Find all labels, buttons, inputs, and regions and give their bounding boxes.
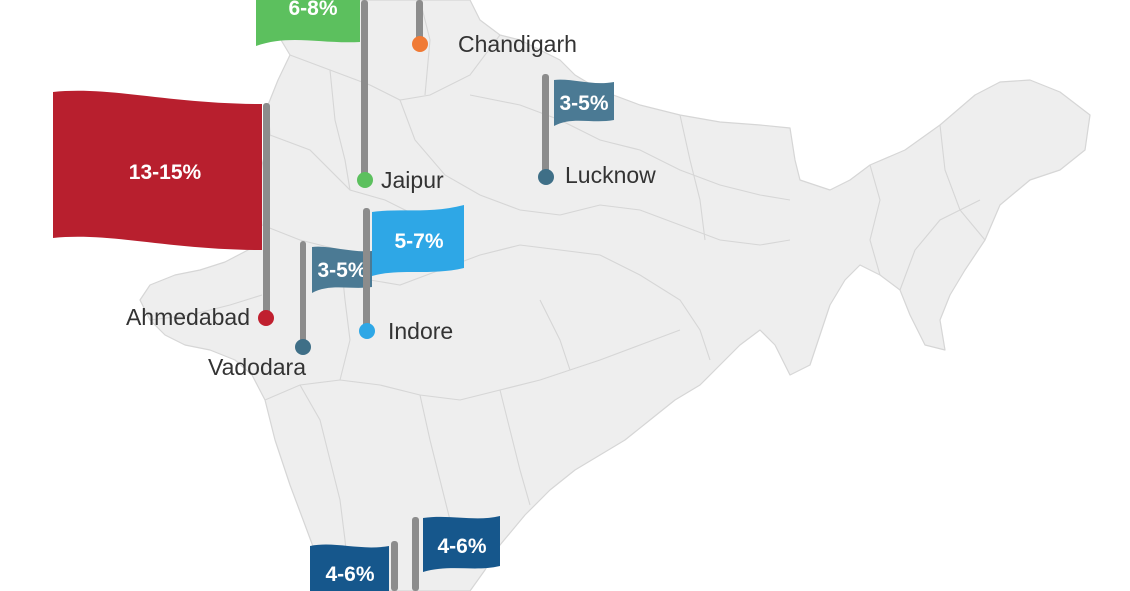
flag-pole: [416, 0, 423, 44]
flag-south-2[interactable]: [423, 516, 500, 572]
city-label-indore: Indore: [388, 318, 453, 344]
city-label-lucknow: Lucknow: [565, 162, 656, 188]
flag-pole: [412, 517, 419, 591]
city-label-ahmedabad: Ahmedabad: [126, 304, 250, 330]
flag-value-south-2: 4-6%: [437, 535, 486, 558]
city-dot-indore: [359, 323, 375, 339]
city-markers: 13-15% Ahmedabad 3-5% Vadodara 6-8% Jaip…: [53, 0, 656, 591]
city-dot-lucknow: [538, 169, 554, 185]
city-label-jaipur: Jaipur: [381, 167, 444, 193]
india-mainland: [139, 0, 1091, 591]
flag-pole: [263, 103, 270, 318]
marker-south-2[interactable]: 4-6%: [412, 516, 500, 591]
flag-ahmedabad[interactable]: [53, 90, 262, 250]
city-dot-jaipur: [357, 172, 373, 188]
flag-pole: [300, 241, 306, 347]
marker-vadodara[interactable]: 3-5% Vadodara: [208, 241, 372, 380]
flag-value-ahmedabad: 13-15%: [129, 161, 202, 184]
marker-chandigarh[interactable]: Chandigarh: [412, 0, 577, 57]
flag-value-lucknow: 3-5%: [559, 92, 608, 115]
india-map-shape: [139, 0, 1091, 591]
flag-south-1[interactable]: [310, 544, 389, 591]
flag-vadodara[interactable]: [312, 246, 372, 293]
flag-pole: [542, 74, 549, 178]
city-dot-vadodara: [295, 339, 311, 355]
flag-value-south-1: 4-6%: [325, 563, 374, 586]
marker-indore[interactable]: 5-7% Indore: [359, 205, 464, 344]
flag-indore[interactable]: [372, 205, 464, 276]
flag-lucknow[interactable]: [554, 79, 614, 126]
marker-south-1[interactable]: 4-6%: [310, 541, 398, 591]
city-label-chandigarh: Chandigarh: [458, 31, 577, 57]
marker-ahmedabad[interactable]: 13-15% Ahmedabad: [53, 90, 274, 330]
flag-pole: [391, 541, 398, 591]
city-dot-ahmedabad: [258, 310, 274, 326]
flag-pole: [363, 208, 370, 331]
city-label-vadodara: Vadodara: [208, 354, 306, 380]
city-dot-chandigarh: [412, 36, 428, 52]
marker-lucknow[interactable]: 3-5% Lucknow: [538, 74, 656, 188]
flag-jaipur[interactable]: [256, 0, 360, 46]
flag-pole: [361, 0, 368, 180]
flag-value-vadodara: 3-5%: [317, 259, 366, 282]
flag-value-jaipur: 6-8%: [288, 0, 337, 20]
marker-jaipur[interactable]: 6-8% Jaipur: [256, 0, 444, 193]
flag-value-indore: 5-7%: [394, 230, 443, 253]
